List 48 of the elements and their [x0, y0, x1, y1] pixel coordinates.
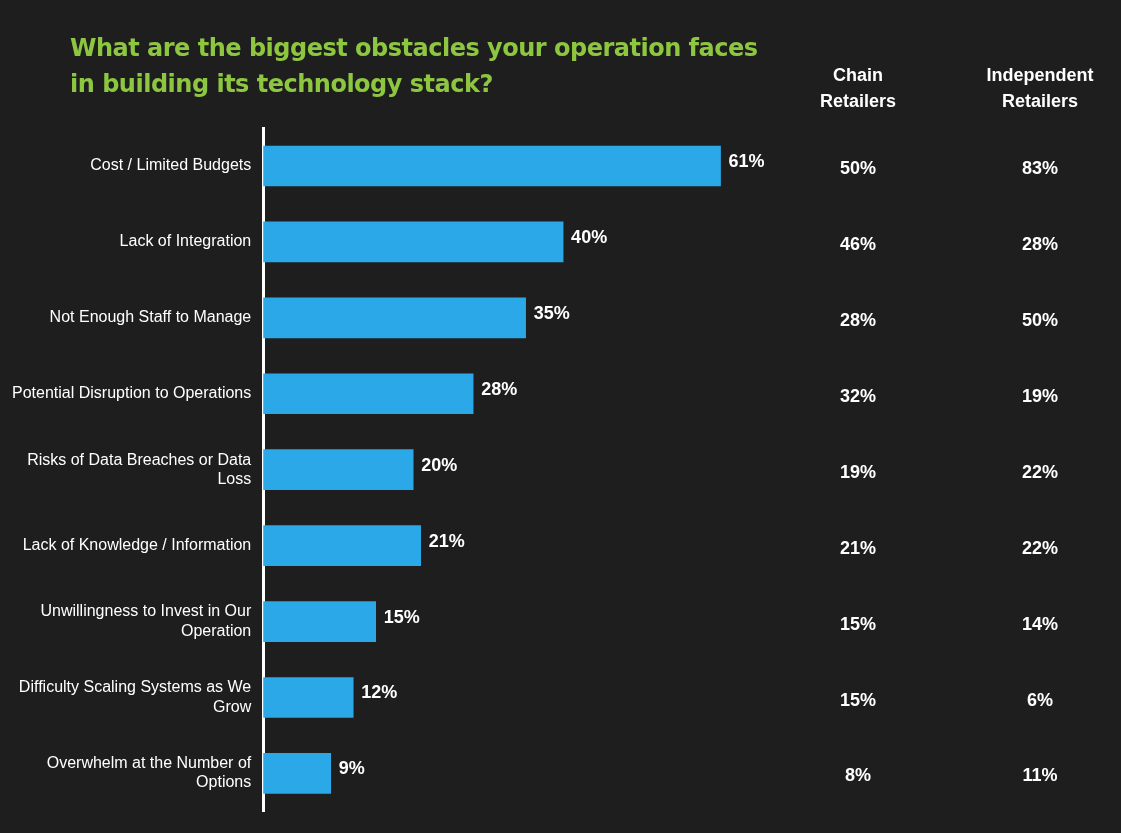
data-label: 50%: [839, 156, 877, 180]
y-tick-label: Cost / Limited Budgets: [90, 156, 252, 174]
bar: [263, 373, 474, 415]
data-label: 19%: [1021, 384, 1059, 408]
data-label: 19%: [839, 460, 877, 484]
bar: [263, 677, 354, 718]
data-label: 28%: [1021, 232, 1059, 256]
data-label: 50%: [1021, 308, 1059, 332]
y-tick-label: Not Enough Staff to Manage: [49, 308, 252, 326]
bar: [263, 753, 332, 794]
data-label: 83%: [1021, 156, 1059, 180]
y-tick-label: Lack of Integration: [119, 232, 252, 250]
bar: [263, 525, 422, 566]
data-label: 32%: [839, 384, 877, 408]
data-label: 21%: [428, 530, 465, 551]
data-label: 12%: [361, 682, 398, 703]
data-label: 11%: [1021, 764, 1059, 788]
data-label: 22%: [1021, 536, 1059, 560]
y-tick-label: Overwhelm at the Number of Options: [46, 754, 252, 791]
data-label: 28%: [481, 378, 518, 399]
bar: [263, 221, 564, 263]
chart-title: What are the biggest obstacles your operation faces in building its technology stack?: [70, 33, 759, 100]
y-tick-label: Lack of Knowledge / Information: [22, 536, 252, 554]
bar: [263, 601, 377, 642]
data-label: 22%: [1021, 460, 1059, 484]
data-label: 46%: [839, 232, 877, 256]
data-label: 20%: [421, 454, 458, 475]
data-label: 15%: [839, 612, 877, 636]
y-tick-label: Unwillingness to Invest in Our Operation: [40, 602, 252, 639]
data-label: 15%: [383, 606, 420, 627]
data-label: 6%: [1026, 688, 1054, 712]
data-label: 8%: [844, 764, 872, 788]
data-label: 61%: [728, 150, 765, 171]
data-label: 9%: [338, 758, 365, 779]
y-tick-label: Difficulty Scaling Systems as We Grow: [18, 678, 252, 715]
bar: [263, 145, 721, 187]
data-label: 21%: [839, 536, 877, 560]
data-label: 40%: [571, 226, 608, 247]
x-tick-label: Independent Retailers: [985, 64, 1095, 113]
y-tick-label: Potential Disruption to Operations: [11, 384, 252, 402]
bar: [263, 449, 414, 491]
y-tick-label: Risks of Data Breaches or Data Loss: [27, 450, 252, 487]
data-label: 28%: [839, 308, 877, 332]
data-label: 35%: [533, 302, 570, 323]
data-label: 15%: [839, 688, 877, 712]
data-label: 14%: [1021, 612, 1059, 636]
bar: [263, 297, 526, 339]
x-tick-label: Chain Retailers: [818, 64, 897, 113]
